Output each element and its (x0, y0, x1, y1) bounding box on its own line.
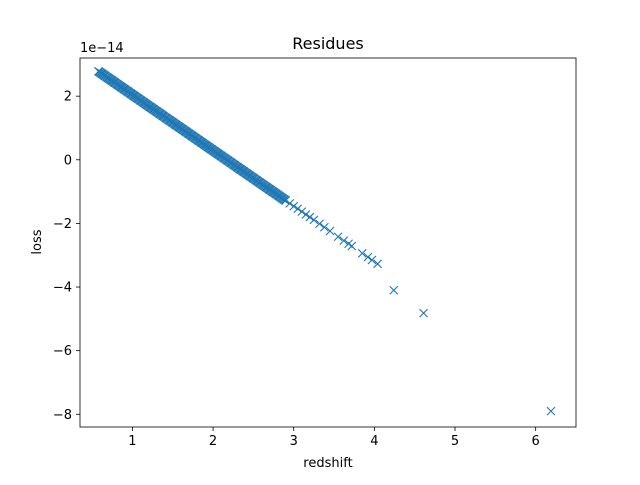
x-tick-label: 1 (128, 434, 136, 449)
data-point (297, 207, 307, 217)
x-tick-label: 2 (209, 434, 217, 449)
y-tick-label: −2 (53, 217, 72, 232)
data-points (94, 66, 556, 416)
y-tick-label: −8 (53, 408, 72, 423)
data-point (367, 255, 377, 265)
x-axis-label: redshift (303, 456, 352, 471)
data-point (546, 406, 556, 416)
axes-frame (79, 57, 577, 428)
x-tick-label: 5 (451, 434, 459, 449)
data-point (325, 226, 335, 236)
data-point (357, 248, 367, 258)
y-tick-label: 2 (64, 90, 72, 105)
data-point (301, 210, 311, 219)
y-axis-label: loss (30, 229, 45, 254)
data-point (389, 285, 399, 295)
data-point (293, 204, 303, 214)
x-tick-label: 3 (290, 434, 298, 449)
data-point (315, 219, 324, 229)
y-axis-offset-text: 1e−14 (80, 41, 124, 56)
data-point (339, 236, 349, 245)
data-point (373, 259, 382, 269)
data-point (289, 201, 299, 211)
y-axis-ticks: 2 0 −2 −4 −6 −8 (53, 90, 80, 423)
data-point (363, 252, 373, 262)
x-tick-label: 4 (370, 434, 378, 449)
y-tick-label: 0 (64, 153, 72, 168)
data-point (333, 232, 343, 242)
data-point (285, 198, 295, 208)
data-point (305, 212, 315, 222)
chart-title: Residues (292, 34, 364, 53)
x-tick-label: 6 (532, 434, 540, 449)
data-point (281, 196, 291, 205)
data-point (309, 215, 319, 225)
y-tick-label: −6 (53, 344, 72, 359)
data-point (419, 308, 428, 318)
x-axis-ticks: 1 2 3 4 5 6 (128, 427, 540, 449)
data-point (319, 222, 329, 232)
y-tick-label: −4 (53, 281, 72, 296)
data-point (347, 241, 357, 251)
